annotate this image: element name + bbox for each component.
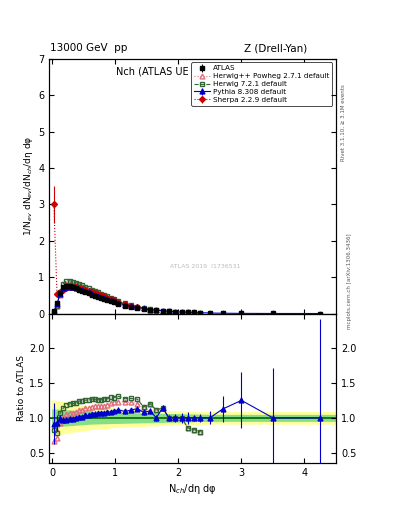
Text: 13000 GeV  pp: 13000 GeV pp (50, 43, 127, 53)
Text: Nch (ATLAS UE in Z production): Nch (ATLAS UE in Z production) (116, 67, 270, 76)
Y-axis label: 1/N$_{ev}$ dN$_{ev}$/dN$_{ch}$/dη dφ: 1/N$_{ev}$ dN$_{ev}$/dN$_{ch}$/dη dφ (22, 136, 35, 237)
Text: Z (Drell-Yan): Z (Drell-Yan) (244, 43, 307, 53)
Text: mcplots.cern.ch [arXiv:1306.3436]: mcplots.cern.ch [arXiv:1306.3436] (347, 234, 352, 329)
Y-axis label: Ratio to ATLAS: Ratio to ATLAS (17, 355, 26, 421)
Text: ATLAS 2019  I1736531: ATLAS 2019 I1736531 (170, 264, 240, 269)
Text: Rivet 3.1.10, ≥ 3.1M events: Rivet 3.1.10, ≥ 3.1M events (341, 84, 346, 161)
X-axis label: N$_{ch}$/dη dφ: N$_{ch}$/dη dφ (168, 482, 217, 497)
Legend: ATLAS, Herwig++ Powheg 2.7.1 default, Herwig 7.2.1 default, Pythia 8.308 default: ATLAS, Herwig++ Powheg 2.7.1 default, He… (191, 62, 332, 106)
